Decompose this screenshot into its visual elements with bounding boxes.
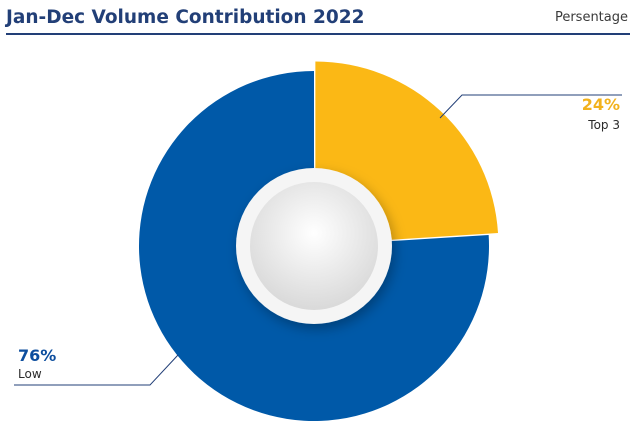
unit-label: Persentage [554,10,628,25]
slice-value-label-low: 76% [18,346,56,365]
slice-name-label-top-3: Top 3 [587,118,620,132]
chart-title: Jan-Dec Volume Contribution 2022 [6,7,365,28]
donut-center [236,168,392,324]
slice-name-label-low: Low [18,367,42,381]
title-underline [6,33,630,35]
leader-line-top-3 [439,94,622,119]
leader-line-low [14,354,179,386]
slice-value-label-top-3: 24% [582,95,620,114]
donut-center-disc [250,182,378,310]
